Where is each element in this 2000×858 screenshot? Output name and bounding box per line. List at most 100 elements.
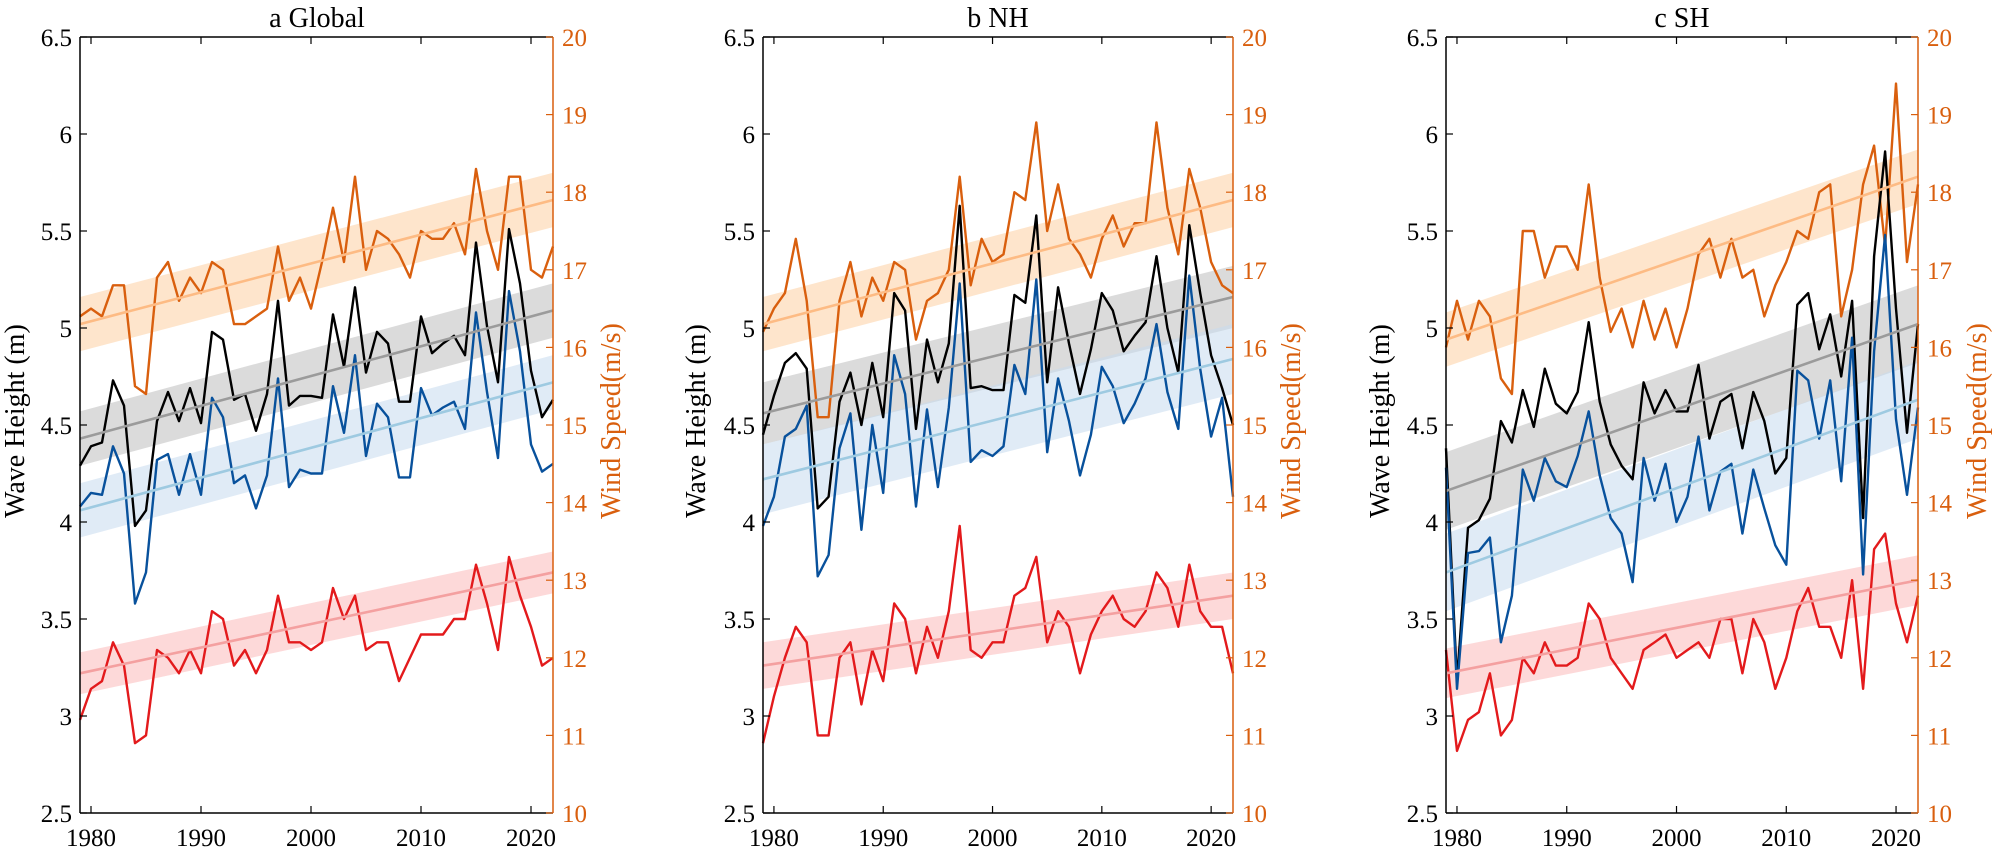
panel-sh: 2.5 3 3.5 4 4.5 5 5.5 6 6.5 10 11 12 13 14 15 16 17 18 19 2… (1365, 3, 1993, 852)
y-tick-label-right: 20 (1242, 25, 1267, 52)
y-tick-label-right: 18 (1927, 180, 1952, 207)
y-tick-label-right: 14 (562, 491, 588, 518)
x-tick-label: 1980 (749, 825, 799, 852)
panel-global: 2.5 3 3.5 4 4.5 5 5.5 6 6.5 10 11 12 13 14 15 16 17 18 19 2… (0, 3, 627, 852)
trend-line-3 (762, 594, 1234, 667)
panel-title: b NH (967, 3, 1028, 34)
y-tick-label-left: 3 (1426, 704, 1439, 731)
x-tick-label: 2020 (1871, 825, 1921, 852)
y-tick-label-right: 11 (1927, 723, 1951, 750)
y-tick-label-left: 2.5 (1407, 801, 1438, 828)
y-tick-label-left: 6.5 (1407, 25, 1438, 52)
y-tick-label-right: 20 (1927, 25, 1952, 52)
x-tick-label: 2020 (506, 825, 556, 852)
y-tick-label-left: 5.5 (41, 219, 72, 246)
trend-line-1 (762, 295, 1234, 415)
y-tick-label-right: 20 (562, 25, 587, 52)
series-line-0 (761, 121, 1234, 419)
plot-area: 2.5 3 3.5 4 4.5 5 5.5 6 6.5 10 11 12 13 14 15 16 17 18 19 2… (1407, 25, 1953, 852)
y-tick-label-left: 6 (743, 122, 756, 149)
y-tick-label-left: 6 (1426, 122, 1439, 149)
y-tick-label-right: 14 (1242, 491, 1268, 518)
series-line-1 (761, 204, 1235, 510)
y-tick-label-right: 17 (562, 258, 587, 285)
y-tick-label-right: 10 (562, 801, 587, 828)
y-axis-label-right: Wind Speed(m/s) (1276, 323, 1307, 519)
panel-nh: 2.5 3 3.5 4 4.5 5 5.5 6 6.5 10 11 12 13 14 15 16 17 18 19 2… (681, 3, 1307, 852)
x-tick-label: 1990 (858, 825, 908, 852)
plot-area: 2.5 3 3.5 4 4.5 5 5.5 6 6.5 10 11 12 13 14 15 16 17 18 19 2… (41, 25, 588, 852)
y-tick-label-right: 18 (1242, 180, 1267, 207)
plot-area: 2.5 3 3.5 4 4.5 5 5.5 6 6.5 10 11 12 13 14 15 16 17 18 19 2… (724, 25, 1268, 852)
y-tick-label-right: 19 (1927, 103, 1952, 130)
trend-line-2 (762, 357, 1234, 481)
y-tick-label-right: 15 (562, 413, 587, 440)
trend-line-0 (79, 198, 554, 326)
y-axis-label-left: Wave Height (m) (0, 324, 31, 518)
y-tick-label-left: 6 (60, 122, 73, 149)
x-tick-label: 1990 (176, 825, 226, 852)
trend-line-1 (1445, 322, 1919, 493)
y-tick-label-left: 5 (60, 316, 73, 343)
y-tick-label-right: 15 (1927, 413, 1952, 440)
x-tick-label: 2000 (286, 825, 336, 852)
y-axis-label-right: Wind Speed(m/s) (1962, 323, 1993, 519)
series-line-0 (1444, 82, 1920, 396)
trend-line-0 (762, 198, 1234, 326)
y-tick-label-left: 3.5 (724, 607, 755, 634)
y-tick-label-right: 13 (1927, 568, 1952, 595)
x-tick-label: 2010 (396, 825, 446, 852)
y-tick-label-right: 13 (1242, 568, 1267, 595)
y-tick-label-right: 14 (1927, 491, 1953, 518)
series-line-3 (1444, 532, 1920, 753)
trend-line-3 (1445, 578, 1919, 675)
y-tick-label-right: 11 (1242, 723, 1266, 750)
y-tick-label-left: 6.5 (41, 25, 72, 52)
y-axis-label-left: Wave Height (m) (1365, 324, 1396, 518)
y-tick-label-right: 18 (562, 180, 587, 207)
y-tick-label-left: 4 (1426, 510, 1439, 537)
y-tick-label-right: 13 (562, 568, 587, 595)
y-tick-label-left: 3.5 (41, 607, 72, 634)
y-axis-label-left: Wave Height (m) (681, 324, 712, 518)
trend-line-3 (79, 571, 554, 675)
y-tick-label-right: 16 (562, 335, 587, 362)
y-tick-label-left: 2.5 (41, 801, 72, 828)
trend-line-1 (79, 309, 554, 440)
y-tick-label-right: 19 (1242, 103, 1267, 130)
y-tick-label-left: 5 (743, 316, 756, 343)
y-tick-label-left: 4 (60, 510, 73, 537)
y-tick-label-right: 17 (1927, 258, 1952, 285)
y-tick-label-left: 3.5 (1407, 607, 1438, 634)
y-tick-label-right: 17 (1242, 258, 1267, 285)
y-tick-label-left: 4.5 (724, 413, 755, 440)
y-tick-label-right: 10 (1242, 801, 1267, 828)
y-tick-label-right: 12 (1927, 646, 1952, 673)
y-tick-label-right: 19 (562, 103, 587, 130)
x-tick-label: 2000 (968, 825, 1018, 852)
y-tick-label-right: 15 (1242, 413, 1267, 440)
x-tick-label: 2000 (1652, 825, 1702, 852)
x-tick-label: 1980 (1432, 825, 1482, 852)
y-tick-label-right: 10 (1927, 801, 1952, 828)
y-tick-label-right: 16 (1927, 335, 1952, 362)
y-tick-label-left: 3 (60, 704, 73, 731)
y-tick-label-left: 5.5 (724, 219, 755, 246)
series-line-0 (79, 167, 555, 396)
panel-title: c SH (1654, 3, 1709, 34)
y-tick-label-left: 2.5 (724, 801, 755, 828)
y-tick-label-left: 5.5 (1407, 219, 1438, 246)
trend-line-2 (1445, 398, 1919, 574)
x-tick-label: 1990 (1542, 825, 1592, 852)
x-tick-label: 2010 (1077, 825, 1127, 852)
series-line-2 (761, 274, 1235, 578)
x-tick-label: 2010 (1761, 825, 1811, 852)
y-tick-label-right: 12 (1242, 646, 1267, 673)
x-tick-label: 2020 (1186, 825, 1236, 852)
y-tick-label-left: 6.5 (724, 25, 755, 52)
y-tick-label-right: 16 (1242, 335, 1267, 362)
panel-title: a Global (269, 3, 365, 34)
x-tick-label: 1980 (66, 825, 116, 852)
y-tick-label-left: 4 (743, 510, 756, 537)
